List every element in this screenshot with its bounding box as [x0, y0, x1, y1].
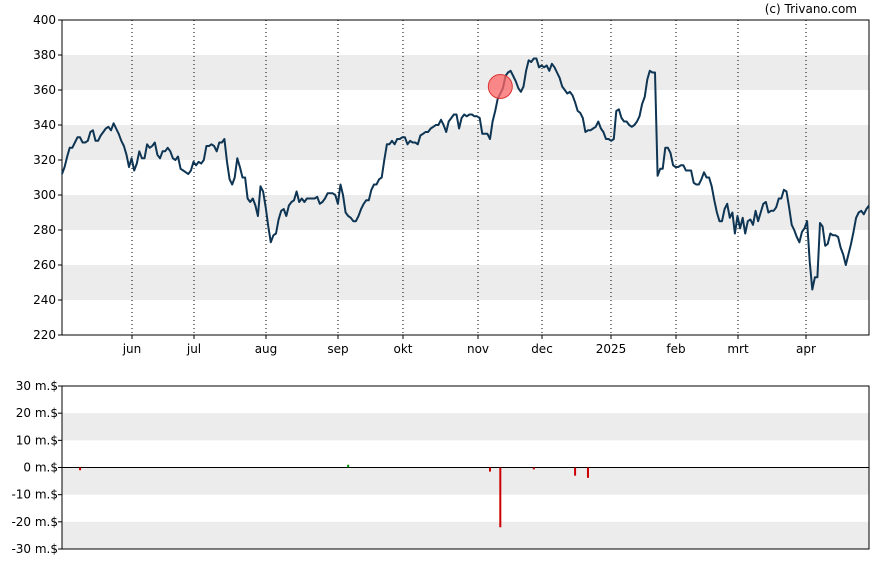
x-tick-label: 2025 — [596, 342, 627, 356]
volume-panel: 30 m.$ 20 m.$ 10 m.$ 0 m.$ -10 m.$ -20 m.$ -30… — [11, 379, 870, 556]
price-plot-frame — [61, 19, 870, 336]
x-tick-label: jul — [186, 342, 201, 356]
volume-grid-bands — [62, 413, 869, 549]
volume-bar — [79, 467, 82, 471]
price-marker-layer — [487, 74, 513, 99]
y-tick-label: 360 — [33, 83, 56, 97]
x-tick-label: okt — [394, 342, 413, 356]
volume-y-tick-label: -30 m.$ — [11, 542, 58, 556]
x-tick-label: apr — [796, 342, 816, 356]
volume-bar — [347, 464, 350, 468]
price-series-line — [61, 57, 870, 291]
volume-y-tick-label: 30 m.$ — [16, 379, 58, 393]
price-x-axis: jun jul aug sep okt nov dec 2025 feb mrt apr — [122, 335, 816, 356]
volume-y-tick-label: 20 m.$ — [16, 406, 58, 420]
x-tick-label: mrt — [727, 342, 749, 356]
price-y-axis: 400 380 360 340 320 300 280 260 240 220 — [33, 13, 62, 342]
x-tick-label: dec — [531, 342, 553, 356]
price-panel: 400 380 360 340 320 300 280 260 240 220 jun jul aug… — [33, 13, 870, 356]
volume-y-tick-label: -10 m.$ — [11, 488, 58, 502]
volume-bar — [499, 467, 502, 528]
volume-y-tick-label: 0 m.$ — [23, 461, 58, 475]
price-event-marker — [487, 74, 513, 99]
volume-bar — [574, 467, 577, 476]
volume-y-tick-label: -20 m.$ — [11, 515, 58, 529]
y-tick-label: 320 — [33, 153, 56, 167]
price-band — [62, 55, 869, 90]
volume-band — [62, 467, 869, 495]
x-tick-label: nov — [467, 342, 489, 356]
month-grid-lines — [131, 20, 807, 335]
copyright-label: (c) Trivano.com — [765, 2, 857, 16]
volume-bar — [488, 467, 491, 472]
y-tick-label: 300 — [33, 188, 56, 202]
x-tick-label: aug — [255, 342, 278, 356]
price-band — [62, 125, 869, 160]
volume-bar — [586, 467, 589, 478]
y-tick-label: 400 — [33, 13, 56, 27]
y-tick-label: 260 — [33, 258, 56, 272]
price-grid-bands — [62, 55, 869, 300]
price-line-layer — [61, 57, 870, 291]
y-tick-label: 220 — [33, 328, 56, 342]
x-tick-label: sep — [327, 342, 348, 356]
price-band — [62, 265, 869, 300]
y-tick-label: 240 — [33, 293, 56, 307]
x-tick-label: feb — [666, 342, 685, 356]
volume-band — [62, 521, 869, 549]
volume-bar — [532, 467, 535, 470]
volume-y-axis: 30 m.$ 20 m.$ 10 m.$ 0 m.$ -10 m.$ -20 m.$ -30… — [11, 379, 62, 556]
volume-bars-layer — [79, 464, 589, 528]
y-tick-label: 280 — [33, 223, 56, 237]
y-tick-label: 380 — [33, 48, 56, 62]
x-tick-label: jun — [122, 342, 142, 356]
volume-y-tick-label: 10 m.$ — [16, 433, 58, 447]
y-tick-label: 340 — [33, 118, 56, 132]
volume-band — [62, 413, 869, 441]
